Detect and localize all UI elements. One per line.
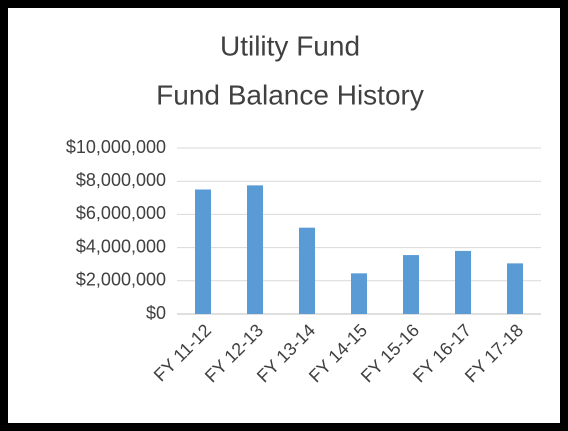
y-tick-label: $0 <box>146 303 166 323</box>
bar <box>507 263 523 314</box>
bar <box>299 227 315 314</box>
chart-title: Utility Fund <box>220 30 360 61</box>
y-tick-label: $10,000,000 <box>66 137 166 157</box>
y-tick-label: $6,000,000 <box>76 203 166 223</box>
bar <box>455 250 471 314</box>
y-tick-label: $8,000,000 <box>76 170 166 190</box>
y-tick-label: $4,000,000 <box>76 236 166 256</box>
y-tick-label: $2,000,000 <box>76 270 166 290</box>
chart-title: Fund Balance History <box>156 79 424 110</box>
bar <box>351 273 367 314</box>
bar <box>403 255 419 314</box>
bar <box>195 189 211 314</box>
bar <box>247 185 263 314</box>
